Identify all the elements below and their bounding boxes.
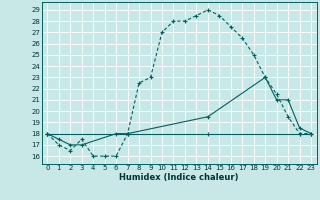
X-axis label: Humidex (Indice chaleur): Humidex (Indice chaleur) — [119, 173, 239, 182]
